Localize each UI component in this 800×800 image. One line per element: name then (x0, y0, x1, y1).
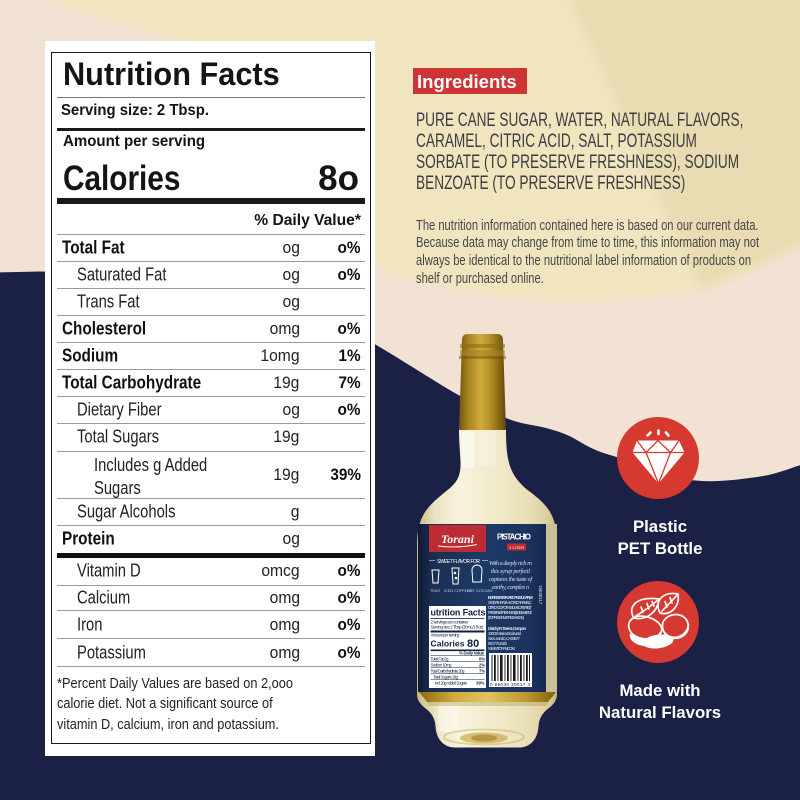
svg-text:Total Sugars 19g: Total Sugars 19g (433, 675, 459, 680)
svg-text:800.775.1925: 800.775.1925 (488, 641, 508, 646)
svg-text:15030117: 15030117 (538, 585, 543, 605)
svg-text:(TO PRESERVE FRESHNESS): (TO PRESERVE FRESHNESS) (488, 615, 525, 620)
svg-text:this syrup perfectl: this syrup perfectl (491, 568, 530, 575)
svg-text:Total Fat 0g: Total Fat 0g (431, 657, 450, 662)
svg-text:PRESERVE FRESHNESS), SODIUM BE: PRESERVE FRESHNESS), SODIUM BENZ (488, 610, 532, 615)
svg-text:80: 80 (467, 638, 479, 650)
svg-text:utrition Facts: utrition Facts (431, 608, 486, 618)
svg-text:captures the taste of: captures the taste of (489, 576, 533, 583)
svg-text:2 servings per container: 2 servings per container (431, 620, 470, 625)
svg-text:0 89036 30017 4: 0 89036 30017 4 (490, 682, 530, 687)
svg-text:1 LITER: 1 LITER (509, 545, 524, 550)
svg-text:Serving size 2 Tbsp (30mL/1 fl: Serving size 2 Tbsp (30mL/1 fl oz) (431, 625, 485, 630)
svg-text:Amount per serving: Amount per serving (431, 633, 461, 638)
svg-text:WWW.TORANI.COM: WWW.TORANI.COM (488, 646, 516, 651)
svg-text:SWEET FLAVOR FOR: SWEET FLAVOR FOR (437, 559, 480, 565)
svg-text:TEAS: TEAS (430, 589, 440, 593)
svg-text:Torani: Torani (441, 532, 475, 546)
svg-text:0%: 0% (479, 657, 485, 662)
svg-text:Total Carbohydrate 20g: Total Carbohydrate 20g (431, 669, 466, 674)
svg-text:INGREDIENTS: PURE CANE SUGAR,: INGREDIENTS: PURE CANE SUGAR, W (488, 595, 533, 600)
svg-text:33000 Marina Boulevard: 33000 Marina Boulevard (488, 631, 522, 636)
svg-text:With a deeply rich ro: With a deeply rich ro (489, 561, 532, 567)
svg-text:CITRIC ACID, POTASSIUM SORBATE: CITRIC ACID, POTASSIUM SORBATE (T (488, 605, 532, 610)
svg-text:2%: 2% (479, 663, 485, 668)
svg-text:ICED COFFEES: ICED COFFEES (444, 589, 473, 593)
svg-text:Sodium 10mg: Sodium 10mg (431, 663, 453, 668)
svg-text:San Leandro, CA 94577: San Leandro, CA 94577 (488, 636, 521, 641)
svg-text:Distr. by R. Torre & Compan: Distr. by R. Torre & Compan (488, 626, 526, 631)
svg-text:Incl. 20g Added Sugars: Incl. 20g Added Sugars (435, 681, 467, 686)
svg-text:HOT COCOAS: HOT COCOAS (467, 589, 493, 593)
svg-text:7%: 7% (479, 669, 485, 674)
svg-text:earthy, complex n: earthy, complex n (492, 585, 529, 591)
svg-text:Calories: Calories (431, 639, 465, 649)
svg-text:SALT, NATURAL FLAVORS, CARAMEL: SALT, NATURAL FLAVORS, CARAMEL, C (488, 600, 532, 605)
svg-text:% Daily Value: % Daily Value (459, 651, 485, 656)
svg-text:39%: 39% (476, 681, 485, 686)
svg-text:PISTACHIO: PISTACHIO (497, 533, 531, 542)
